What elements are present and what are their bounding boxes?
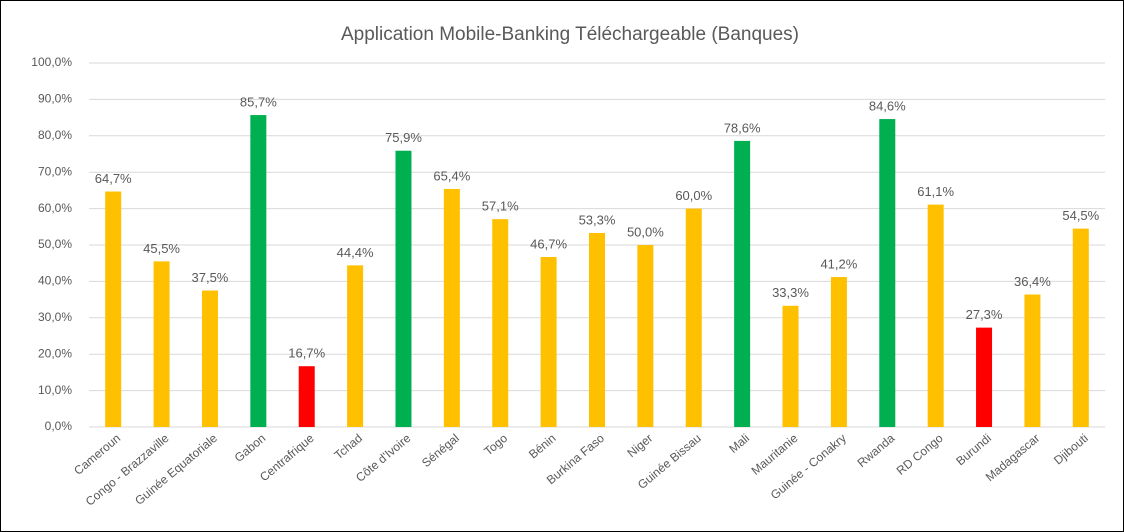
value-label: 16,7% xyxy=(288,346,325,361)
y-tick-label: 50,0% xyxy=(38,237,72,251)
bar xyxy=(395,150,412,427)
value-label: 84,6% xyxy=(869,98,906,113)
bar xyxy=(637,245,654,427)
bar xyxy=(685,208,702,427)
value-label: 85,7% xyxy=(240,94,277,109)
y-tick-label: 80,0% xyxy=(38,128,72,142)
y-tick-label: 30,0% xyxy=(38,310,72,324)
bar xyxy=(830,277,847,427)
value-label: 64,7% xyxy=(95,171,132,186)
value-label: 45,5% xyxy=(143,241,180,256)
y-tick-label: 20,0% xyxy=(38,346,72,360)
bar xyxy=(1072,228,1089,427)
value-label: 37,5% xyxy=(192,270,229,285)
bar xyxy=(782,305,799,427)
value-label: 57,1% xyxy=(482,199,519,214)
bar xyxy=(879,119,896,427)
bar xyxy=(540,257,557,427)
y-tick-label: 10,0% xyxy=(38,383,72,397)
value-label: 27,3% xyxy=(966,307,1003,322)
value-label: 53,3% xyxy=(579,212,616,227)
value-label: 75,9% xyxy=(385,130,422,145)
bar xyxy=(250,115,267,427)
value-label: 36,4% xyxy=(1014,274,1051,289)
y-tick-label: 100,0% xyxy=(31,55,72,69)
bar xyxy=(927,204,944,427)
bar xyxy=(492,219,509,427)
bar xyxy=(589,232,605,427)
value-label: 60,0% xyxy=(675,188,712,203)
y-tick-label: 70,0% xyxy=(38,164,72,178)
value-label: 61,1% xyxy=(917,184,954,199)
bar xyxy=(105,191,122,427)
value-label: 54,5% xyxy=(1062,208,1099,223)
value-label: 46,7% xyxy=(530,236,567,251)
bar xyxy=(298,366,315,427)
bar xyxy=(734,140,751,427)
value-label: 33,3% xyxy=(772,285,809,300)
y-tick-label: 90,0% xyxy=(38,92,72,106)
chart-title: Application Mobile-Banking Téléchargeabl… xyxy=(341,24,799,45)
bar xyxy=(1024,294,1041,427)
bar xyxy=(976,327,993,427)
y-tick-label: 0,0% xyxy=(45,419,73,433)
value-label: 78,6% xyxy=(724,120,761,135)
value-label: 65,4% xyxy=(433,168,470,183)
value-label: 41,2% xyxy=(820,256,857,271)
value-label: 50,0% xyxy=(627,224,664,239)
bar xyxy=(201,290,218,427)
y-tick-label: 60,0% xyxy=(38,201,72,215)
bar xyxy=(443,188,460,427)
bar xyxy=(153,261,170,427)
value-label: 44,4% xyxy=(337,245,374,260)
y-tick-label: 40,0% xyxy=(38,274,72,288)
bar xyxy=(347,265,364,427)
